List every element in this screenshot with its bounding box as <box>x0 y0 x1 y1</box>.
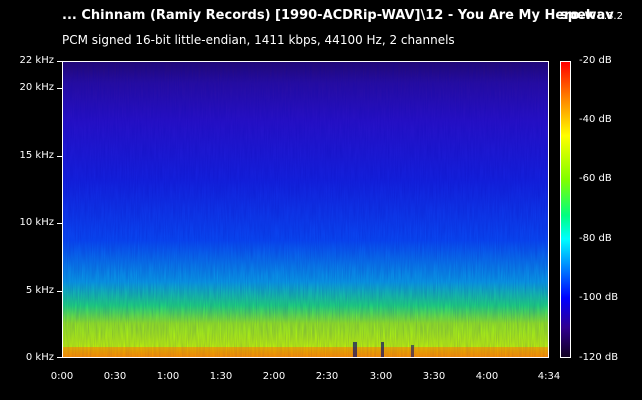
freq-tick-10k: 10 kHz <box>19 217 54 228</box>
app-version: 0.8.2 <box>597 11 623 22</box>
time-tick-0-00: 0:00 <box>50 371 74 382</box>
db-color-scale <box>560 61 571 358</box>
freq-tick-20k: 20 kHz <box>19 82 54 93</box>
time-tick-4-34: 4:34 <box>537 371 561 382</box>
audio-format-info: PCM signed 16-bit little-endian, 1411 kb… <box>62 33 455 47</box>
freq-tick-15k: 15 kHz <box>19 150 54 161</box>
db-tick-20: -20 dB <box>579 55 612 66</box>
time-tick-3-30: 3:30 <box>422 371 446 382</box>
time-tick-1-00: 1:00 <box>156 371 180 382</box>
app-brand: spek 0.8.2 <box>560 8 623 23</box>
file-title: ... Chinnam (Ramiy Records) [1990-ACDRip… <box>62 8 614 23</box>
db-tick-40: -40 dB <box>579 114 612 125</box>
time-tick-2-30: 2:30 <box>315 371 339 382</box>
freq-tickmark <box>57 291 62 292</box>
time-tick-1-30: 1:30 <box>209 371 233 382</box>
spectrogram-image <box>63 62 548 357</box>
freq-tickmark <box>57 357 62 358</box>
freq-tickmark <box>57 88 62 89</box>
spectrogram-plot <box>62 61 549 358</box>
freq-tickmark <box>57 156 62 157</box>
freq-tickmark <box>57 61 62 62</box>
time-tick-3-00: 3:00 <box>369 371 393 382</box>
time-tick-4-00: 4:00 <box>475 371 499 382</box>
freq-tick-22k: 22 kHz <box>19 55 54 66</box>
db-tick-60: -60 dB <box>579 173 612 184</box>
time-tick-2-00: 2:00 <box>262 371 286 382</box>
db-tick-80: -80 dB <box>579 233 612 244</box>
freq-tick-5k: 5 kHz <box>25 285 54 296</box>
time-tick-0-30: 0:30 <box>103 371 127 382</box>
db-tick-100: -100 dB <box>579 292 619 303</box>
app-name: spek <box>560 8 595 23</box>
db-tick-120: -120 dB <box>579 352 619 363</box>
freq-tick-0k: 0 kHz <box>25 352 54 363</box>
freq-tickmark <box>57 223 62 224</box>
